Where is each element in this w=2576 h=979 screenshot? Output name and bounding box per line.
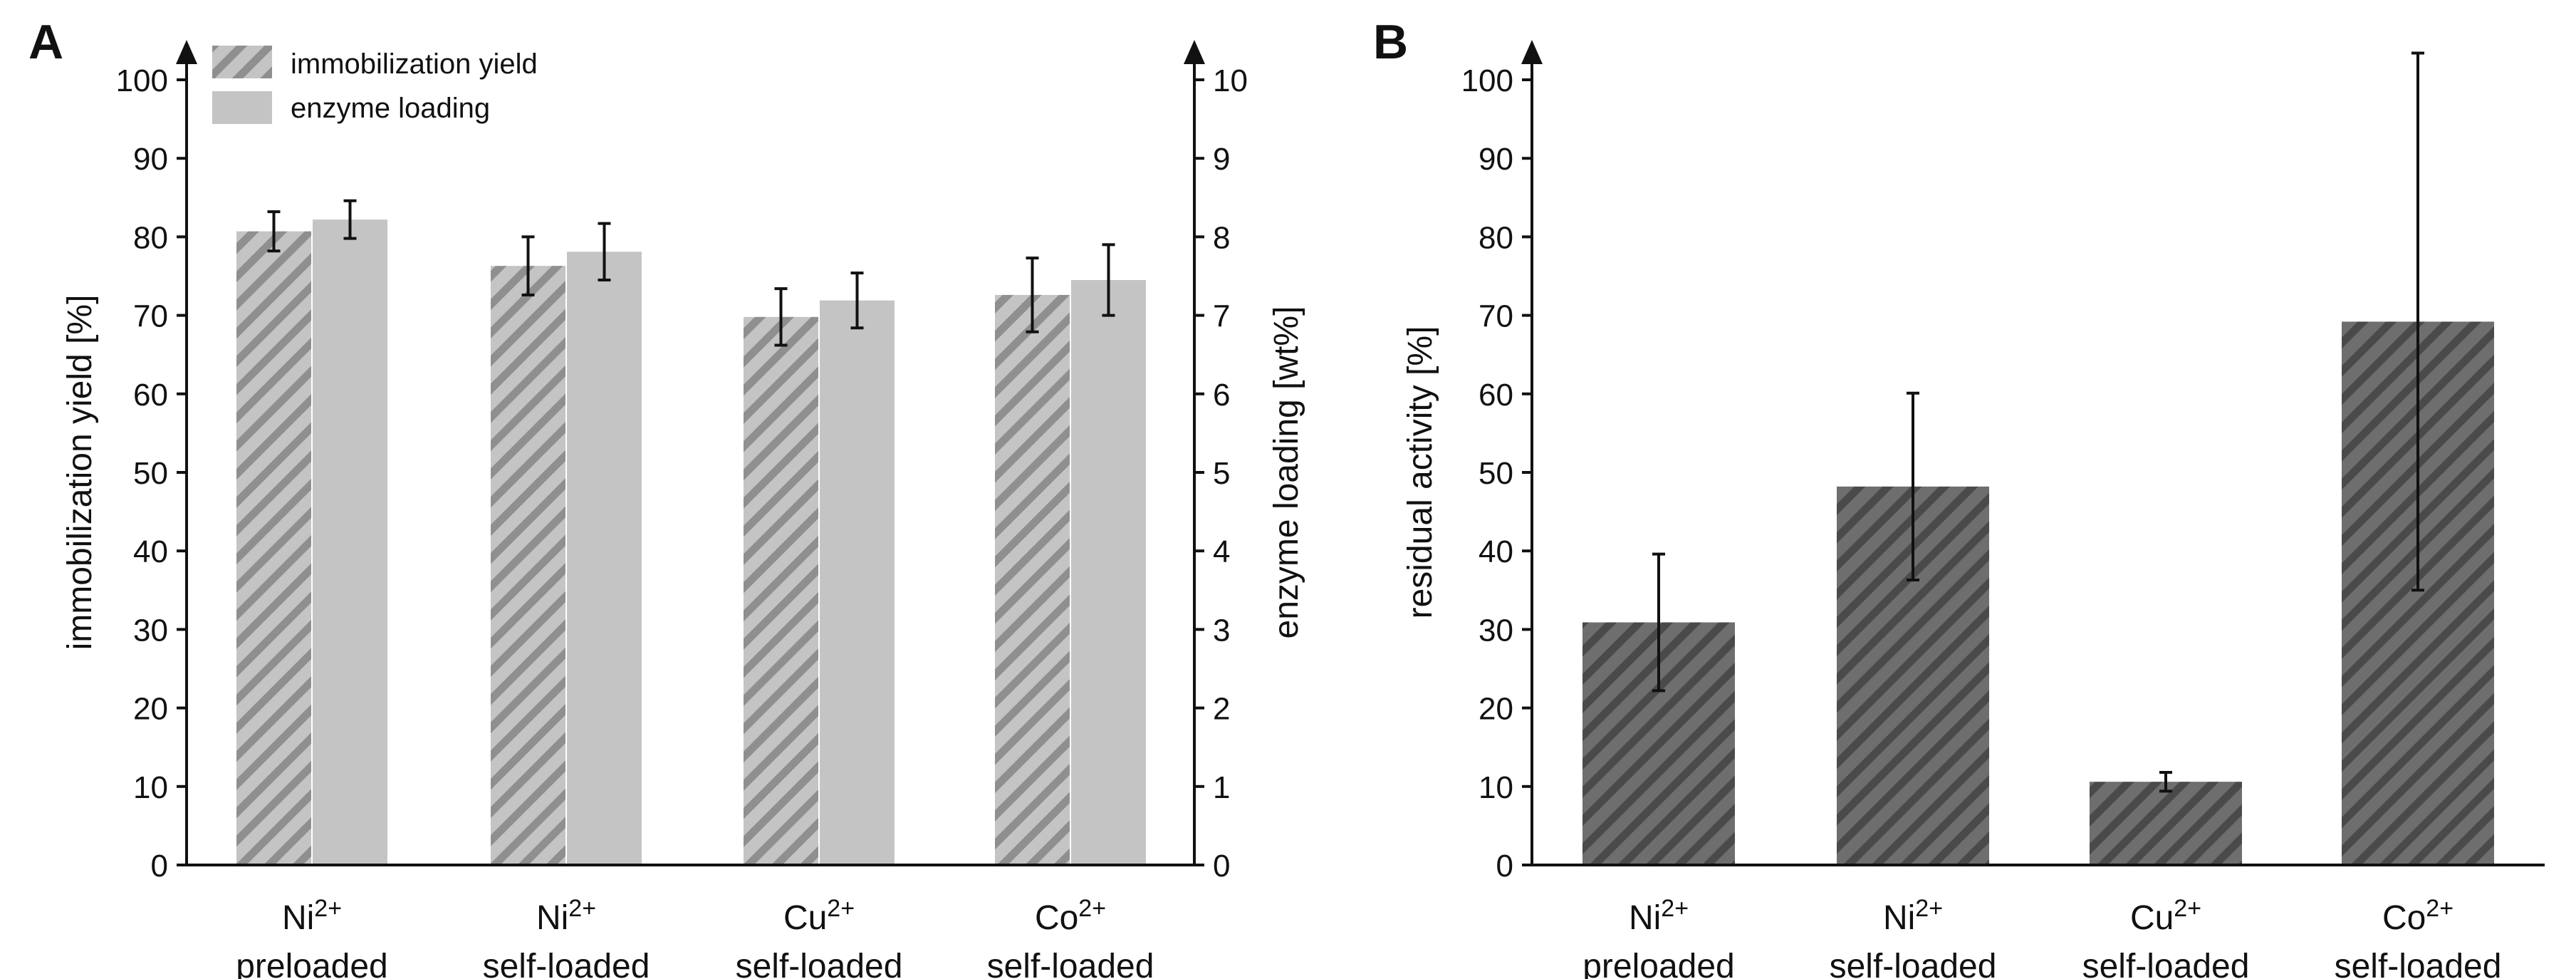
y-axis-right-arrow-a [1184,40,1205,64]
category-sublabel-a0: preloaded [236,948,388,979]
y-tick-label-right-a-6: 6 [1213,378,1230,413]
chart-b: Ni2+ preloaded Ni2+ self-loaded Cu2+ self-loa… [1402,40,2545,979]
errorbar-enzyme-loading-3 [1102,243,1115,317]
y-tick-label-left-a-5: 50 [133,456,168,491]
category-sublabel-a1: self-loaded [483,948,650,979]
y-axis-title-left-a: immobilization yield [%] [61,295,99,651]
y-tick-label-left-a-6: 60 [133,378,168,413]
y-tick-label-b-10: 100 [1461,63,1513,98]
y-tick-label-left-a-10: 100 [116,63,168,98]
legend-swatch-immobilization-yield [212,46,272,78]
y-tick-label-b-3: 30 [1479,613,1513,648]
legend-swatch-enzyme-loading [212,91,272,124]
y-tick-label-right-a-5: 5 [1213,456,1230,491]
y-tick-label-left-a-9: 90 [133,142,168,177]
category-label-a3: Co2+ [1035,895,1106,937]
chart-a: Ni2+ preloaded Ni2+ self-loaded Cu2+ self-loa… [61,40,1305,979]
y-tick-label-left-a-7: 70 [133,299,168,334]
bar-enzyme-loading-0 [313,219,387,865]
errorbar-enzyme-loading-0 [343,199,357,240]
bar-residual-activity-2 [2090,782,2242,865]
category-label-b2: Cu2+ [2130,895,2201,937]
y-tick-label-left-a-0: 0 [151,849,168,884]
y-tick-label-right-a-2: 2 [1213,692,1230,727]
y-tick-label-right-a-3: 3 [1213,613,1230,648]
y-tick-label-b-0: 0 [1496,849,1513,884]
panel-label-a: A [28,15,63,69]
bar-enzyme-loading-2 [820,300,895,865]
y-tick-label-right-a-8: 8 [1213,220,1230,255]
y-tick-label-left-a-2: 20 [133,692,168,727]
legend-a: immobilization yield enzyme loading [212,46,538,124]
y-tick-label-left-a-4: 40 [133,534,168,569]
y-tick-label-b-1: 10 [1479,770,1513,805]
y-tick-label-right-a-9: 9 [1213,142,1230,177]
errorbar-immobilization-yield-0 [267,210,281,253]
y-tick-label-left-a-3: 30 [133,613,168,648]
errorbar-immobilization-yield-2 [774,287,788,347]
y-axis-left-arrow-a [176,40,197,64]
y-axis-arrow-b [1521,40,1543,64]
errorbar-residual-activity-0 [1652,552,1665,693]
bar-immobilization-yield-2 [744,316,818,866]
y-tick-label-b-6: 60 [1479,378,1513,413]
bar-enzyme-loading-1 [567,252,642,865]
y-tick-label-b-5: 50 [1479,456,1513,491]
category-sublabel-a2: self-loaded [736,948,903,979]
errorbar-immobilization-yield-3 [1026,257,1039,333]
y-tick-label-right-a-1: 1 [1213,770,1230,805]
y-tick-label-b-4: 40 [1479,534,1513,569]
category-sublabel-b3: self-loaded [2335,948,2502,979]
y-tick-label-right-a-10: 10 [1213,63,1248,98]
category-sublabel-b0: preloaded [1582,948,1735,979]
y-tick-label-b-9: 90 [1479,142,1513,177]
y-tick-label-b-8: 80 [1479,220,1513,255]
y-tick-label-right-a-7: 7 [1213,299,1230,334]
category-label-a2: Cu2+ [783,895,855,937]
errorbar-immobilization-yield-1 [521,235,535,296]
category-sublabel-b1: self-loaded [1830,948,1997,979]
category-sublabel-b2: self-loaded [2082,948,2250,979]
y-tick-label-b-2: 20 [1479,692,1513,727]
errorbar-enzyme-loading-1 [598,222,611,282]
legend-label-enzyme-loading: enzyme loading [291,93,490,124]
panel-label-b: B [1373,15,1408,69]
errorbar-residual-activity-3 [2411,51,2424,592]
bar-enzyme-loading-3 [1071,280,1146,865]
errorbar-enzyme-loading-2 [850,271,864,330]
category-label-b0: Ni2+ [1629,895,1689,937]
bar-immobilization-yield-3 [995,294,1070,865]
y-tick-label-right-a-0: 0 [1213,849,1230,884]
y-tick-label-b-7: 70 [1479,299,1513,334]
y-tick-label-right-a-4: 4 [1213,534,1230,569]
errorbar-residual-activity-2 [2159,770,2172,793]
y-tick-label-left-a-1: 10 [133,770,168,805]
category-label-b1: Ni2+ [1883,895,1943,937]
category-sublabel-a3: self-loaded [987,948,1154,979]
bar-immobilization-yield-0 [236,231,311,865]
y-tick-label-left-a-8: 80 [133,220,168,255]
errorbar-residual-activity-1 [1907,391,1919,581]
category-label-a0: Ni2+ [282,895,342,937]
category-label-b3: Co2+ [2382,895,2454,937]
y-axis-title-right-a: enzyme loading [wt%] [1268,306,1305,639]
legend-label-immobilization-yield: immobilization yield [291,48,538,80]
y-axis-title-b: residual activity [%] [1402,326,1439,619]
bar-immobilization-yield-1 [491,266,565,865]
category-label-a1: Ni2+ [536,895,596,937]
